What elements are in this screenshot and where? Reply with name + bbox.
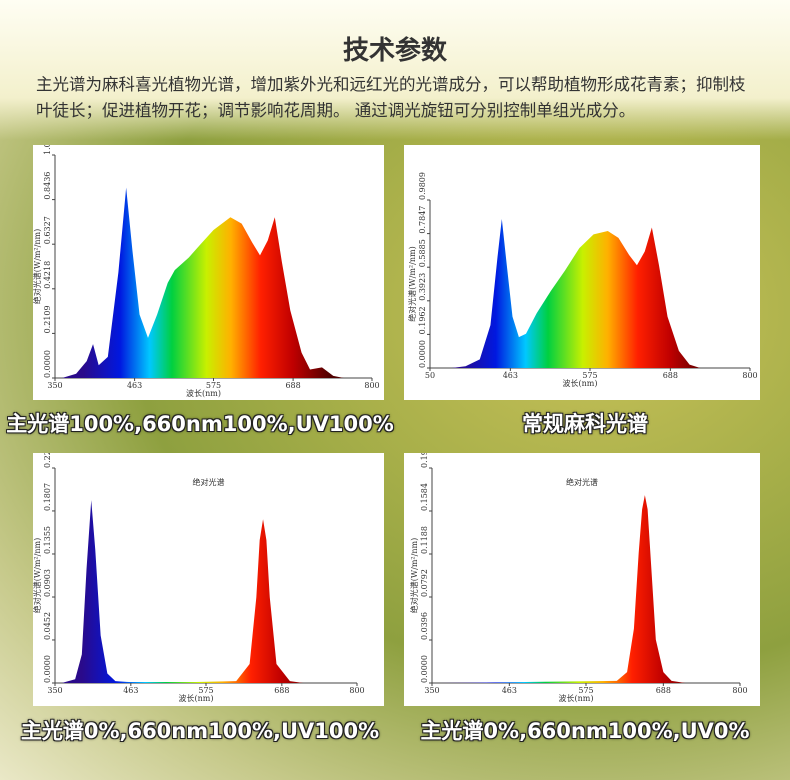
- x-tick-label: 463: [502, 686, 517, 695]
- y-tick-label: 0.0452: [43, 612, 52, 640]
- y-tick-label: 0.6327: [43, 216, 52, 244]
- chart-title: 绝对光谱: [566, 477, 598, 487]
- y-tick-label: 0.0903: [43, 569, 52, 597]
- x-axis-label: 波长(nm): [559, 693, 594, 703]
- x-axis-label: 波长(nm): [563, 378, 598, 388]
- y-tick-label: 1.0545: [43, 145, 52, 155]
- y-tick-label: 0.7847: [418, 206, 427, 234]
- x-tick-label: 575: [206, 381, 221, 390]
- y-tick-label: 0.0792: [420, 569, 429, 597]
- spectrum-area: [438, 495, 686, 683]
- chart: 350 463 575 688 800 0.0000 0.0396 0.0792 0.1188 0…: [409, 440, 748, 703]
- caption: 常规麻科光谱: [522, 412, 648, 436]
- y-tick-label: 0.1584: [420, 483, 429, 511]
- chart: 350 463 575 688 800 0.0000 0.0452 0.0903 0.1355 0…: [32, 440, 365, 703]
- y-tick-label: 0.0000: [418, 340, 427, 368]
- y-tick-label: 0.8436: [43, 172, 52, 200]
- y-tick-label: 0.2258: [43, 453, 52, 468]
- y-tick-label: 0.1962: [418, 306, 427, 334]
- chart-panel: 350 463 575 688 800 0.0000 0.0396 0.0792 0.1188 0…: [404, 440, 760, 706]
- chart-title: 绝对光谱: [193, 477, 225, 487]
- y-tick-label: 0.9809: [418, 172, 427, 200]
- x-tick-label: 800: [349, 686, 364, 695]
- x-tick-label: 575: [578, 686, 593, 695]
- x-tick-label: 50: [425, 371, 435, 380]
- y-tick-label: 0.0396: [420, 612, 429, 640]
- x-tick-label: 575: [198, 686, 213, 695]
- x-tick-label: 463: [127, 381, 142, 390]
- chart: 50 463 575 688 800 0.0000 0.1962 0.3923 0.5885 0.…: [407, 172, 758, 388]
- x-tick-label: 688: [285, 381, 300, 390]
- header-bg: [0, 0, 790, 140]
- y-tick-label: 0.1807: [43, 483, 52, 511]
- x-tick-label: 350: [47, 686, 62, 695]
- title: 技术参数: [342, 36, 447, 66]
- spectrum-area: [61, 500, 304, 683]
- chart-panel: 350 463 575 688 800 0.0000 0.0452 0.0903 0.1355 0…: [32, 440, 384, 706]
- x-axis-label: 波长(nm): [179, 693, 214, 703]
- x-tick-label: 688: [663, 371, 678, 380]
- y-tick-label: 0.4218: [43, 261, 52, 289]
- y-axis-label: 绝对光谱(W/m²/nm): [33, 538, 42, 613]
- x-tick-label: 575: [582, 371, 597, 380]
- x-tick-label: 463: [503, 371, 518, 380]
- y-tick-label: 0.1188: [420, 526, 429, 554]
- x-axis-label: 波长(nm): [186, 388, 221, 398]
- chart: 350 463 575 688 800 0.0000 0.2109 0.4218 0.6327 0…: [32, 127, 380, 398]
- caption: 主光谱100%,660nm100%,UV100%: [6, 412, 394, 436]
- x-tick-label: 463: [123, 686, 138, 695]
- description: 主光谱为麻科喜光植物光谱，增加紫外光和远红光的光谱成分，可以帮助植物形成花青素；…: [36, 75, 746, 120]
- y-tick-label: 0.1980: [420, 453, 429, 468]
- y-axis-label: 绝对光谱(W/m²/nm): [409, 538, 419, 613]
- x-tick-label: 800: [732, 686, 747, 695]
- y-tick-label: 0.0000: [43, 655, 52, 683]
- y-axis-label: 绝对光谱(W/m²/nm): [33, 229, 42, 304]
- y-axis-label: 绝对光谱(W/m²/nm): [407, 246, 417, 321]
- y-tick-label: 0.0000: [420, 655, 429, 683]
- spectrum-area: [62, 187, 344, 378]
- x-tick-label: 688: [274, 686, 289, 695]
- x-tick-label: 800: [742, 371, 757, 380]
- caption: 主光谱0%,660nm100%,UV0%: [420, 719, 750, 743]
- caption: 主光谱0%,660nm100%,UV100%: [20, 719, 380, 743]
- x-tick-label: 688: [656, 686, 671, 695]
- spectrum-area: [451, 218, 701, 368]
- x-tick-label: 350: [47, 381, 62, 390]
- y-tick-label: 0.0000: [43, 350, 52, 378]
- chart-panel: 50 463 575 688 800 0.0000 0.1962 0.3923 0.5885 0.…: [404, 145, 760, 400]
- y-tick-label: 0.3923: [418, 273, 427, 301]
- chart-panel: 350 463 575 688 800 0.0000 0.2109 0.4218 0.6327 0…: [32, 127, 384, 400]
- y-tick-label: 0.2109: [43, 305, 52, 333]
- y-tick-label: 0.5885: [418, 239, 427, 267]
- x-tick-label: 800: [364, 381, 379, 390]
- y-tick-label: 0.1355: [43, 526, 52, 554]
- x-tick-label: 350: [424, 686, 439, 695]
